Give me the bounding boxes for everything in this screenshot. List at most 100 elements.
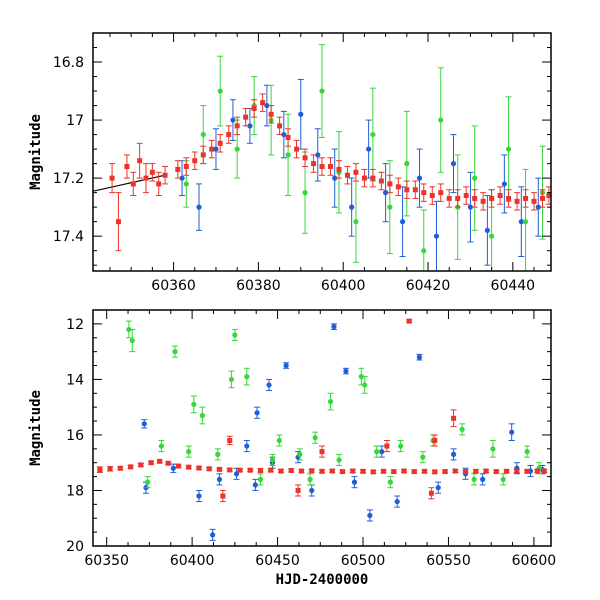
top-data-point xyxy=(420,209,427,271)
bottom-data-point xyxy=(312,431,319,444)
top-data-point xyxy=(352,163,359,182)
bottom-marker xyxy=(327,399,334,405)
bottom-marker xyxy=(432,437,438,443)
bottom-marker xyxy=(490,446,496,452)
bottom-marker xyxy=(297,451,303,457)
bottom-data-point xyxy=(483,468,490,474)
top-data-point xyxy=(429,186,436,205)
bottom-marker xyxy=(420,454,426,460)
top-marker xyxy=(450,161,457,167)
top-marker xyxy=(546,193,551,199)
top-marker xyxy=(115,219,121,225)
top-marker xyxy=(344,172,350,178)
bottom-data-point xyxy=(401,468,408,474)
top-marker xyxy=(162,172,168,178)
bottom-marker xyxy=(227,437,233,443)
top-marker xyxy=(370,131,376,138)
bottom-data-point xyxy=(185,464,192,470)
bottom-marker xyxy=(278,468,284,474)
top-marker xyxy=(523,195,529,201)
bottom-marker xyxy=(387,479,393,485)
bottom-data-point xyxy=(450,409,457,428)
top-x-tick-label: 60360 xyxy=(151,278,196,294)
bottom-marker xyxy=(384,443,390,449)
bottom-marker xyxy=(97,467,103,473)
bottom-data-point xyxy=(508,423,515,441)
top-marker xyxy=(353,169,359,175)
top-marker xyxy=(302,155,308,161)
bottom-marker xyxy=(480,476,486,482)
bottom-data-point xyxy=(199,406,206,425)
bottom-data-point xyxy=(307,473,314,486)
top-data-point xyxy=(399,186,406,257)
bottom-marker xyxy=(331,324,337,330)
bottom-marker xyxy=(172,349,178,355)
top-marker xyxy=(378,178,384,184)
bottom-marker xyxy=(358,374,364,380)
top-data-point xyxy=(403,180,410,199)
bottom-x-tick-label: 60500 xyxy=(341,553,386,569)
bottom-data-point xyxy=(380,468,387,474)
top-marker xyxy=(234,123,240,129)
top-marker xyxy=(489,195,495,201)
top-data-point xyxy=(285,128,292,147)
bottom-data-point xyxy=(366,509,373,522)
top-data-point xyxy=(463,186,470,205)
bottom-y-axis-label: Magnitude xyxy=(28,390,44,466)
top-marker xyxy=(522,219,529,225)
bottom-data-point xyxy=(288,467,295,473)
top-data-point xyxy=(395,177,402,197)
bottom-data-point xyxy=(411,469,418,475)
bottom-data-point xyxy=(431,469,438,475)
bottom-marker xyxy=(362,382,368,388)
bottom-marker xyxy=(394,498,400,505)
bottom-marker xyxy=(237,467,243,473)
top-data-point xyxy=(420,183,427,202)
top-data-point xyxy=(352,180,359,263)
top-data-point xyxy=(437,67,444,173)
bottom-data-point xyxy=(462,469,469,475)
top-data-point xyxy=(437,183,444,202)
top-y-tick-label: 16.8 xyxy=(53,55,84,71)
bottom-y-tick-label: 14 xyxy=(66,372,84,388)
bottom-data-point xyxy=(472,468,479,474)
top-y-tick-label: 17 xyxy=(66,113,84,129)
bottom-marker xyxy=(199,412,205,419)
top-data-point xyxy=(200,145,207,165)
bottom-marker xyxy=(309,487,315,494)
top-marker xyxy=(124,164,130,170)
bottom-marker xyxy=(141,421,147,427)
top-marker xyxy=(446,195,452,201)
top-data-point xyxy=(446,189,453,208)
bottom-marker xyxy=(398,443,404,449)
bottom-marker xyxy=(288,467,294,473)
bottom-marker xyxy=(450,451,457,457)
bottom-data-point xyxy=(397,439,404,453)
top-data-point xyxy=(531,192,538,211)
bottom-marker xyxy=(514,468,520,474)
bottom-marker xyxy=(186,449,192,455)
bottom-data-point xyxy=(298,468,305,474)
bottom-data-point xyxy=(513,468,520,474)
bottom-marker xyxy=(406,318,412,324)
bottom-marker xyxy=(401,468,407,474)
top-marker xyxy=(268,111,274,117)
top-marker xyxy=(200,152,206,158)
bottom-data-point xyxy=(524,445,531,458)
top-marker xyxy=(467,204,474,210)
bottom-data-point xyxy=(349,468,356,474)
bottom-marker xyxy=(196,465,202,471)
bottom-x-tick-label: 60600 xyxy=(512,553,557,569)
bottom-data-point xyxy=(442,469,449,475)
top-data-point xyxy=(403,110,410,217)
bottom-marker xyxy=(227,467,233,473)
top-marker xyxy=(137,158,143,164)
top-marker xyxy=(179,175,185,181)
top-marker xyxy=(143,175,149,181)
top-data-point xyxy=(514,192,521,211)
top-marker xyxy=(438,117,444,123)
top-data-point xyxy=(310,154,317,173)
top-data-point xyxy=(412,180,419,199)
bottom-data-point xyxy=(489,439,496,458)
bottom-data-point xyxy=(156,458,163,464)
